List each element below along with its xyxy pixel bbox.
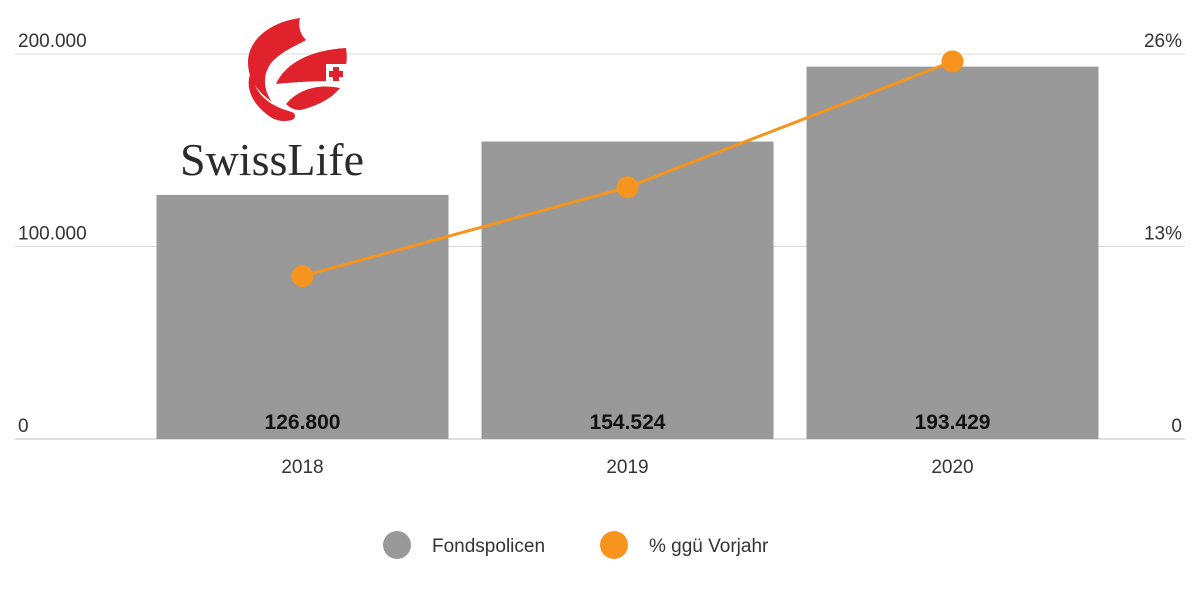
bar-series: 126.800 154.524 193.429 [156, 66, 1099, 440]
legend-label-bar: Fondspolicen [432, 536, 545, 557]
legend-item-fondspolicen: Fondspolicen [383, 531, 545, 559]
y-right-tick-label: 13% [1144, 224, 1182, 245]
bar [806, 66, 1099, 440]
legend-swatch-bar [383, 531, 411, 559]
logo-text: SwissLife [180, 134, 364, 185]
x-tick-label: 2020 [931, 457, 973, 478]
x-axis: 2018 2019 2020 [281, 457, 973, 478]
y-axis-left: 0 100.000 200.000 [18, 31, 87, 437]
line-point [941, 50, 964, 73]
legend-swatch-line [600, 531, 628, 559]
x-tick-label: 2019 [606, 457, 648, 478]
swisslife-logo: SwissLife [180, 18, 364, 185]
bar [156, 194, 449, 439]
y-left-tick-label: 0 [18, 416, 29, 437]
line-point [291, 265, 314, 288]
line-point [616, 176, 639, 199]
legend: Fondspolicen % ggü Vorjahr [383, 531, 769, 559]
y-right-tick-label: 26% [1144, 31, 1182, 52]
y-left-tick-label: 100.000 [18, 224, 87, 245]
bar-value-label: 193.429 [915, 411, 991, 434]
line-series [291, 50, 964, 288]
y-axis-right: 0 13% 26% [1144, 31, 1182, 437]
x-tick-label: 2018 [281, 457, 323, 478]
bar-value-label: 154.524 [590, 411, 666, 434]
legend-label-line: % ggü Vorjahr [649, 536, 769, 557]
swisslife-flame-icon [248, 18, 347, 122]
legend-item-vorjahr: % ggü Vorjahr [600, 531, 769, 559]
y-left-tick-label: 200.000 [18, 31, 87, 52]
bar-value-label: 126.800 [265, 411, 341, 434]
y-right-tick-label: 0 [1171, 416, 1182, 437]
